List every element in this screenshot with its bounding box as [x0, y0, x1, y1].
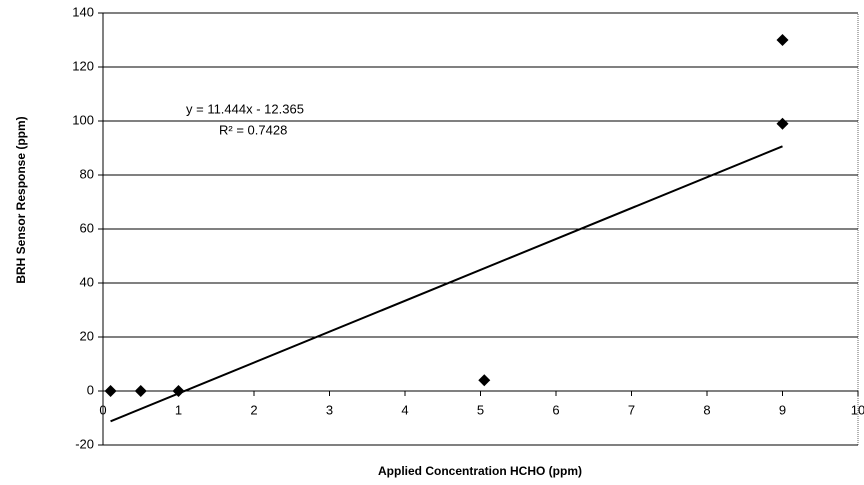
x-tick-label: 1 — [175, 402, 182, 417]
x-axis-title: Applied Concentration HCHO (ppm) — [378, 464, 582, 478]
y-axis-title: BRH Sensor Response (ppm) — [14, 116, 28, 283]
trendline-equation: y = 11.444x - 12.365 — [186, 101, 304, 116]
trendline-r2: R² = 0.7428 — [219, 122, 287, 137]
y-tick-label: 120 — [72, 58, 94, 73]
point — [478, 374, 491, 387]
y-tick-label: 40 — [80, 274, 94, 289]
trendline — [110, 145, 783, 423]
y-tick-label: 20 — [80, 328, 94, 343]
y-tick-label: 80 — [80, 166, 94, 181]
y-tick-label: -20 — [75, 436, 94, 451]
point — [776, 34, 789, 46]
y-tick-label: 100 — [72, 112, 94, 127]
x-tick-label: 7 — [628, 402, 635, 417]
x-tick-label: 6 — [552, 402, 559, 417]
y-tick-label: 0 — [87, 382, 94, 397]
x-tick-label: 10 — [851, 402, 864, 417]
point — [104, 385, 117, 397]
x-tick-label: 0 — [99, 402, 106, 417]
point — [776, 117, 789, 130]
x-tick-label: 9 — [779, 402, 786, 417]
x-tick-label: 3 — [326, 402, 333, 417]
x-tick-label: 5 — [477, 402, 484, 417]
point — [172, 385, 185, 397]
point — [134, 385, 147, 397]
y-tick-label: 140 — [72, 4, 94, 19]
x-tick-label: 2 — [250, 402, 257, 417]
x-tick-label: 4 — [401, 402, 408, 417]
y-tick-label: 60 — [80, 220, 94, 235]
x-tick-label: 8 — [703, 402, 710, 417]
